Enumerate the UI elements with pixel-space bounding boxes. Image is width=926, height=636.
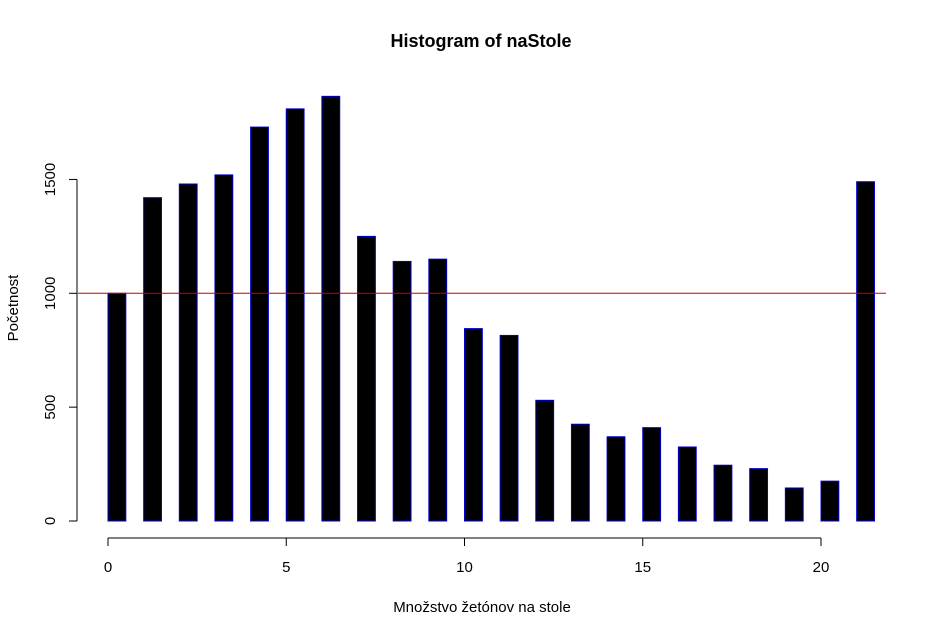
y-tick-label: 1500 [42, 163, 59, 196]
bar [321, 95, 341, 522]
bar [107, 292, 127, 522]
bars-group [107, 95, 875, 522]
bar [856, 181, 875, 522]
bar [214, 174, 234, 522]
bar [749, 468, 769, 522]
y-tick-label: 0 [42, 517, 59, 525]
chart-title: Histogram of naStole [390, 31, 571, 51]
bar [820, 480, 840, 522]
bar [677, 446, 697, 522]
x-tick-label: 10 [456, 559, 473, 576]
bar [178, 183, 198, 522]
bar [285, 108, 305, 522]
x-tick-label: 5 [282, 559, 290, 576]
bar [535, 399, 555, 522]
x-tick-label: 20 [813, 559, 830, 576]
x-tick-label: 0 [104, 559, 112, 576]
x-axis: 0 5 10 15 20 [104, 537, 830, 576]
bar [713, 464, 733, 522]
bar [499, 334, 519, 522]
y-tick-label: 1000 [42, 277, 59, 310]
y-axis-label: Početnost [5, 274, 22, 342]
bar [784, 487, 804, 522]
bar [357, 235, 376, 522]
bar [464, 328, 483, 522]
bar [392, 260, 412, 522]
bar [570, 423, 590, 522]
x-tick-label: 15 [634, 559, 651, 576]
bar [250, 126, 269, 522]
y-tick-label: 500 [42, 395, 59, 420]
bar [642, 427, 662, 522]
x-axis-label: Množstvo žetónov na stole [393, 599, 571, 616]
bar [143, 197, 162, 522]
bar [428, 258, 448, 522]
bar [606, 436, 626, 522]
y-axis: 0 500 1000 1500 [42, 163, 78, 525]
